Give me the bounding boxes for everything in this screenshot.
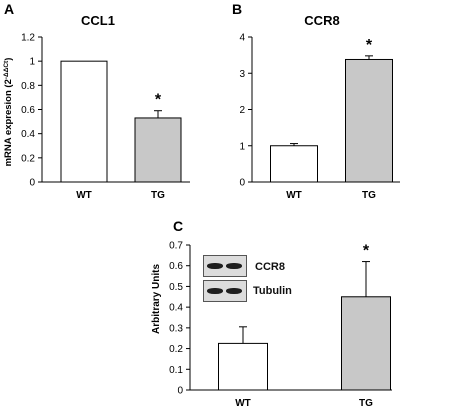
panel-c-bar-wt — [218, 342, 268, 391]
ccr8-blot-image — [203, 255, 247, 277]
panel-a-bar-wt — [60, 60, 108, 183]
panel-a-significance-tg: * — [155, 92, 162, 109]
panel-b-significance-tg: * — [366, 37, 373, 54]
panel-b-y-tick-label: 0 — [239, 178, 245, 189]
panel-a-title: CCL1 — [81, 13, 115, 28]
panel-a-y-tick-label: 0.4 — [21, 129, 35, 140]
panel-a-y-tick-label: 0 — [29, 178, 35, 189]
panel-c-y-tick-label: 0.7 — [169, 241, 183, 252]
panel-b: B CCR8 0 1 2 3 4 WT * TG — [232, 1, 400, 201]
panel-c-y-tick-label: 0.5 — [169, 282, 183, 293]
panel-c: C Arbitrary Units 0 0.1 0.2 0.3 0.4 0.5 0.6 0.7… — [151, 218, 392, 409]
blot-label-tubulin: Tubulin — [253, 285, 292, 297]
blot-label-ccr8: CCR8 — [255, 261, 285, 273]
panel-c-y-tick-label: 0.2 — [169, 344, 183, 355]
panel-c-bar-tg — [341, 296, 391, 391]
panel-c-y-tick-label: 0.6 — [169, 261, 183, 272]
panel-c-y-axis-label: Arbitrary Units — [151, 264, 162, 334]
ccr8-band-tg — [226, 263, 242, 269]
panel-b-title: CCR8 — [304, 13, 339, 28]
panel-a-y-tick-label: 1 — [29, 57, 35, 68]
panel-a-category-label-tg: TG — [151, 190, 165, 201]
panel-a-y-tick-label: 0.6 — [21, 105, 35, 116]
panel-b-y-tick-label: 1 — [239, 141, 245, 152]
panel-c-y-tick-label: 0.3 — [169, 323, 183, 334]
panel-b-bar-wt — [270, 145, 318, 183]
panel-a: A CCL1 mRNA expresion (2-ΔΔCt) 0 0.2 0.4 0.… — [3, 1, 190, 201]
panel-b-y-tick-label: 3 — [239, 69, 245, 80]
panel-b-y-tick-label: 4 — [239, 33, 245, 44]
panel-letter-b: B — [232, 1, 242, 17]
panel-c-y-tick-label: 0.4 — [169, 303, 183, 314]
panel-a-y-axis-label: mRNA expresion (2-ΔΔCt) — [3, 58, 15, 167]
panel-c-significance-tg: * — [363, 243, 370, 260]
panel-c-category-label-tg: TG — [359, 398, 373, 409]
panel-a-category-label-wt: WT — [76, 190, 92, 201]
panel-a-y-tick-label: 1.2 — [21, 33, 35, 44]
panel-c-y-tick-label: 0 — [177, 386, 183, 397]
panel-b-category-label-tg: TG — [362, 190, 376, 201]
panel-b-y-tick-label: 2 — [239, 105, 245, 116]
panel-b-bar-tg — [345, 58, 393, 183]
panel-a-y-tick-label: 0.2 — [21, 153, 35, 164]
tubulin-blot-image — [203, 280, 247, 302]
tubulin-band-wt — [207, 288, 223, 294]
tubulin-band-tg — [226, 288, 242, 294]
panel-a-y-tick-label: 0.8 — [21, 81, 35, 92]
panel-a-bar-tg — [134, 117, 182, 183]
panel-letter-c: C — [173, 218, 183, 234]
panel-c-category-label-wt: WT — [235, 398, 251, 409]
ccr8-band-wt — [207, 263, 223, 269]
panel-c-y-tick-label: 0.1 — [169, 365, 183, 376]
panel-b-category-label-wt: WT — [286, 190, 302, 201]
panel-letter-a: A — [4, 1, 14, 17]
